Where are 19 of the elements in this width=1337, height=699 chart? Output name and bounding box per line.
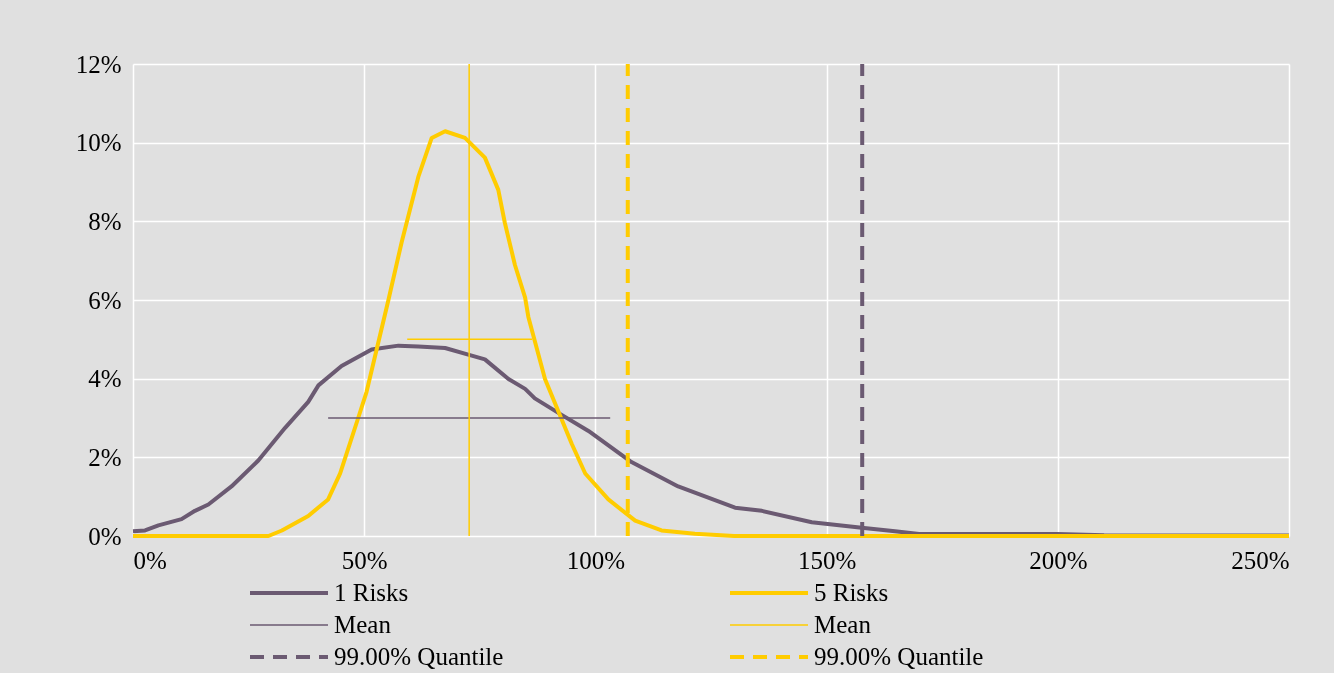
y-tick-label: 2% [88,443,122,471]
y-tick-label: 8% [88,207,122,235]
legend-label: Mean [814,611,872,638]
legend-label: 1 Risks [334,579,409,606]
y-tick-label: 4% [88,365,122,393]
legend-label: 5 Risks [814,579,889,606]
x-tick-label: 50% [341,546,388,574]
x-tick-label: 200% [1029,546,1088,574]
y-tick-label: 12% [75,50,122,78]
y-tick-label: 0% [88,522,122,550]
x-tick-label: 100% [566,546,626,574]
legend-label: 99.00% Quantile [334,643,504,670]
y-tick-label: 6% [88,286,122,314]
x-tick-label: 150% [797,546,857,574]
x-tick-label: 250% [1231,546,1290,574]
y-tick-label: 10% [75,129,122,157]
legend-label: 99.00% Quantile [814,643,984,670]
legend-label: Mean [334,611,392,638]
x-tick-label: 0% [133,546,167,574]
